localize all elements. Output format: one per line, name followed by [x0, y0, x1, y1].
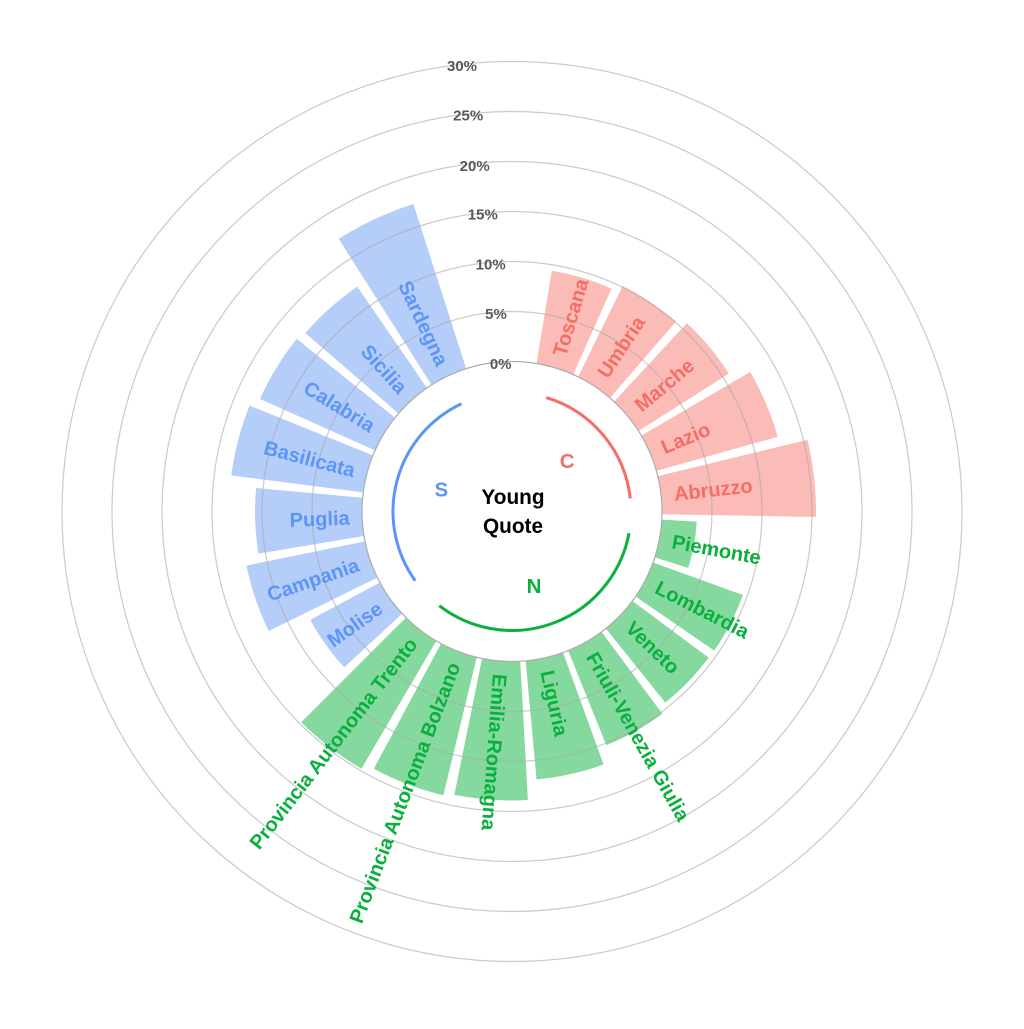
svg-text:0%: 0%	[490, 356, 512, 373]
svg-text:30%: 30%	[447, 58, 477, 75]
svg-text:Young: Young	[481, 486, 544, 509]
svg-text:5%: 5%	[485, 306, 507, 323]
svg-text:S: S	[435, 479, 449, 502]
svg-text:20%: 20%	[460, 158, 490, 175]
svg-text:C: C	[560, 450, 575, 473]
svg-text:Puglia: Puglia	[289, 508, 351, 532]
svg-text:25%: 25%	[453, 108, 483, 125]
svg-text:Quote: Quote	[483, 515, 543, 538]
svg-text:15%: 15%	[468, 207, 498, 224]
svg-text:N: N	[527, 575, 542, 598]
svg-text:10%: 10%	[476, 257, 506, 274]
